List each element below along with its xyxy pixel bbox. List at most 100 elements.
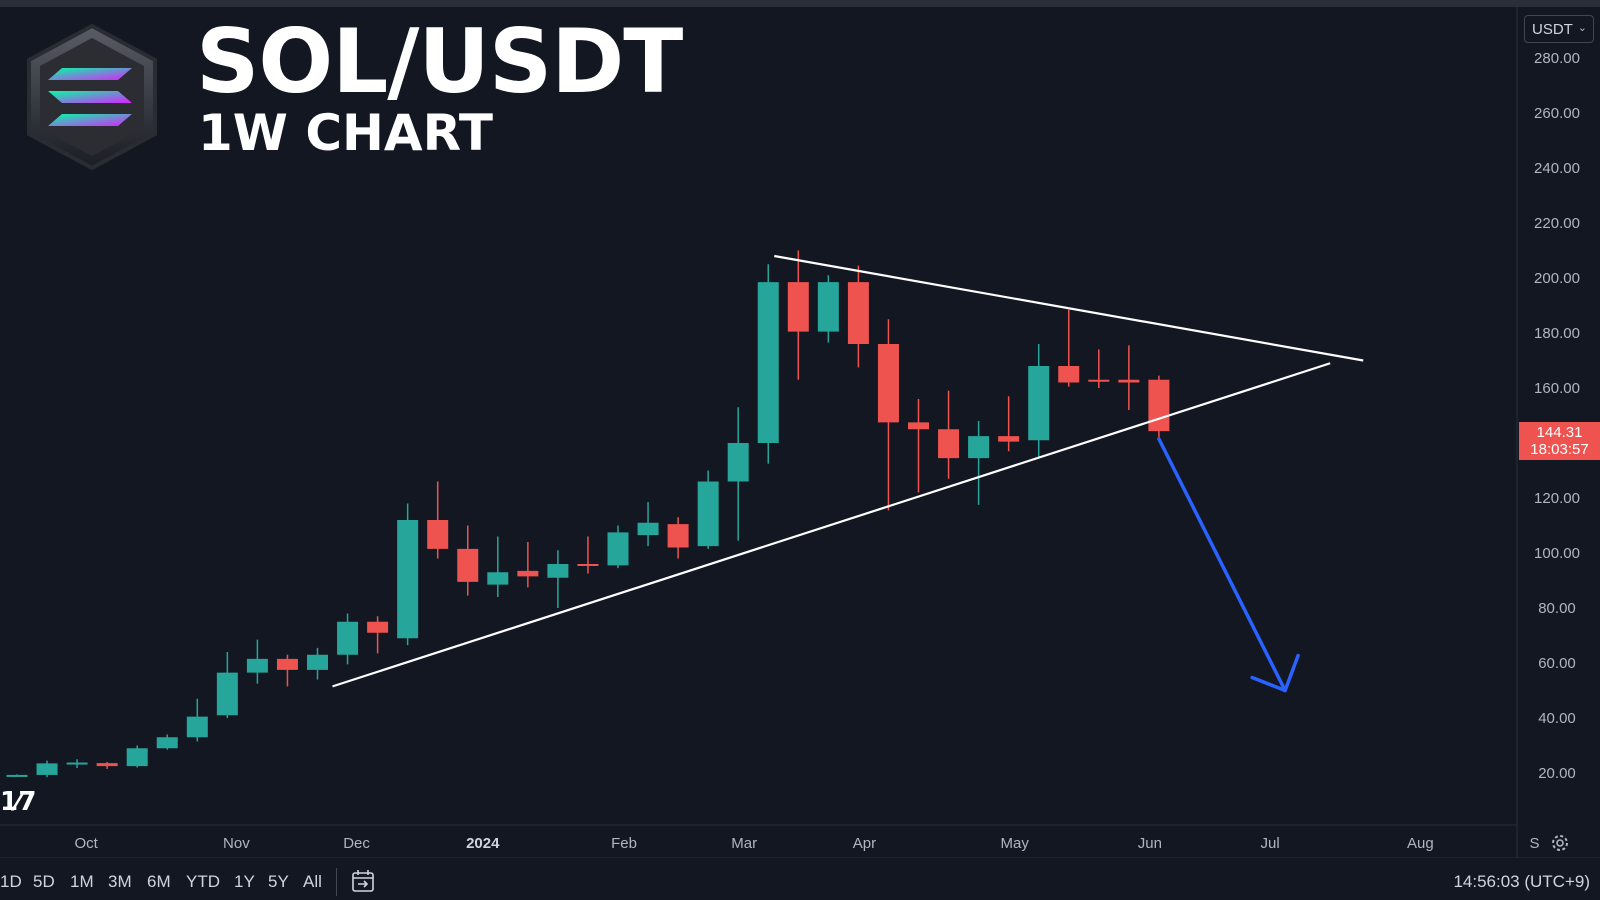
candle bbox=[156, 734, 178, 750]
candle bbox=[817, 275, 839, 343]
candle-body bbox=[487, 572, 509, 585]
solana-logo-icon bbox=[27, 23, 157, 171]
candle-body bbox=[727, 443, 749, 482]
candle-body bbox=[517, 570, 539, 577]
candle-body bbox=[367, 621, 389, 633]
candle bbox=[1148, 375, 1170, 442]
candle-body bbox=[938, 429, 960, 459]
price-axis: 20.0040.0060.0080.00100.00120.00140.0016… bbox=[1534, 50, 1580, 782]
x-tick-label: Apr bbox=[853, 835, 876, 852]
candle-body bbox=[817, 282, 839, 332]
arrow-head bbox=[1250, 653, 1300, 693]
y-tick-label: 220.00 bbox=[1534, 215, 1580, 232]
range-1y[interactable]: 1Y bbox=[234, 872, 255, 891]
y-tick-label: 80.00 bbox=[1538, 600, 1576, 617]
y-tick-label: 200.00 bbox=[1534, 270, 1580, 287]
candle bbox=[667, 517, 689, 559]
tradingview-logo-icon[interactable]: 1⁄7 bbox=[0, 787, 37, 817]
candle bbox=[186, 698, 208, 742]
candle-body bbox=[1118, 379, 1140, 383]
candle bbox=[877, 319, 899, 511]
candle bbox=[1058, 309, 1080, 387]
candle-body bbox=[126, 748, 148, 767]
x-tick-label: May bbox=[1000, 835, 1029, 852]
candle-body bbox=[577, 564, 599, 566]
trendline-ascending-support[interactable] bbox=[332, 362, 1331, 688]
candle-body bbox=[1148, 379, 1170, 432]
range-all[interactable]: All bbox=[303, 872, 322, 891]
y-tick-label: 280.00 bbox=[1534, 50, 1580, 67]
candle-body bbox=[457, 548, 479, 582]
settings-gear-icon[interactable] bbox=[1549, 832, 1571, 854]
candle bbox=[397, 503, 419, 646]
candle-body bbox=[156, 737, 178, 749]
range-ytd[interactable]: YTD bbox=[186, 872, 220, 891]
toolbar-divider bbox=[336, 868, 337, 896]
x-tick-label: 2024 bbox=[466, 835, 500, 852]
candle bbox=[276, 654, 298, 687]
candle-body bbox=[877, 344, 899, 423]
candle bbox=[847, 265, 869, 368]
candle-body bbox=[96, 763, 118, 767]
candle-body bbox=[1058, 366, 1080, 383]
x-tick-label: Feb bbox=[611, 835, 637, 852]
x-tick-label: S bbox=[1530, 835, 1540, 852]
range-5y[interactable]: 5Y bbox=[268, 872, 289, 891]
candle bbox=[1028, 344, 1050, 459]
chevron-down-icon: ⌄ bbox=[1577, 22, 1587, 34]
candle-body bbox=[908, 422, 929, 430]
calendar-goto-icon[interactable] bbox=[350, 868, 376, 894]
range-5d[interactable]: 5D bbox=[33, 872, 55, 891]
range-6m[interactable]: 6M bbox=[147, 872, 171, 891]
candle-body bbox=[607, 532, 629, 566]
candle-body bbox=[6, 774, 28, 777]
candle bbox=[6, 774, 28, 777]
candle-body bbox=[427, 520, 449, 549]
candle bbox=[427, 481, 449, 559]
projection-arrow[interactable] bbox=[1157, 437, 1300, 693]
candle bbox=[697, 470, 719, 549]
bottom-toolbar bbox=[0, 858, 1600, 900]
candle-body bbox=[216, 672, 238, 716]
y-tick-label: 260.00 bbox=[1534, 105, 1580, 122]
currency-value: USDT bbox=[1532, 20, 1573, 38]
bar-countdown: 18:03:57 bbox=[1530, 441, 1589, 458]
candle bbox=[727, 407, 749, 541]
candle bbox=[307, 647, 328, 680]
x-tick-label: Dec bbox=[343, 835, 370, 852]
candle bbox=[938, 390, 960, 479]
chart-subtitle: 1W CHART bbox=[198, 104, 493, 162]
candle-body bbox=[1028, 366, 1050, 441]
range-1m[interactable]: 1M bbox=[70, 872, 94, 891]
candle-body bbox=[36, 763, 58, 775]
candle bbox=[36, 760, 58, 778]
candle bbox=[637, 502, 659, 547]
y-tick-label: 120.00 bbox=[1534, 490, 1580, 507]
candle-body bbox=[547, 564, 569, 578]
candle-body bbox=[787, 282, 809, 332]
candle-body bbox=[968, 436, 990, 459]
candle-body bbox=[1088, 379, 1110, 382]
currency-select[interactable]: USDT ⌄ bbox=[1524, 15, 1594, 43]
range-1d[interactable]: 1D bbox=[0, 872, 22, 891]
last-price-badge: 144.31 18:03:57 bbox=[1519, 422, 1600, 460]
candle-body bbox=[667, 524, 689, 548]
candle bbox=[216, 652, 238, 718]
x-tick-label: Oct bbox=[74, 835, 98, 852]
candle-body bbox=[66, 762, 88, 765]
candle bbox=[968, 421, 990, 505]
last-price: 144.31 bbox=[1536, 424, 1583, 441]
candle-body bbox=[998, 436, 1020, 442]
y-tick-label: 40.00 bbox=[1538, 710, 1576, 727]
candle bbox=[126, 745, 148, 768]
x-tick-label: Aug bbox=[1407, 835, 1434, 852]
candle-body bbox=[276, 658, 298, 670]
time-axis: Oct Nov Dec 2024 Feb Mar Apr May Jun Jul Aug S bbox=[74, 835, 1539, 852]
trendline-descending-resistance[interactable] bbox=[774, 254, 1364, 362]
candle-body bbox=[847, 282, 869, 344]
x-tick-label: Nov bbox=[223, 835, 250, 852]
arrow-shaft bbox=[1157, 437, 1287, 693]
candle-body bbox=[186, 716, 208, 738]
x-tick-label: Jul bbox=[1260, 835, 1279, 852]
range-3m[interactable]: 3M bbox=[108, 872, 132, 891]
